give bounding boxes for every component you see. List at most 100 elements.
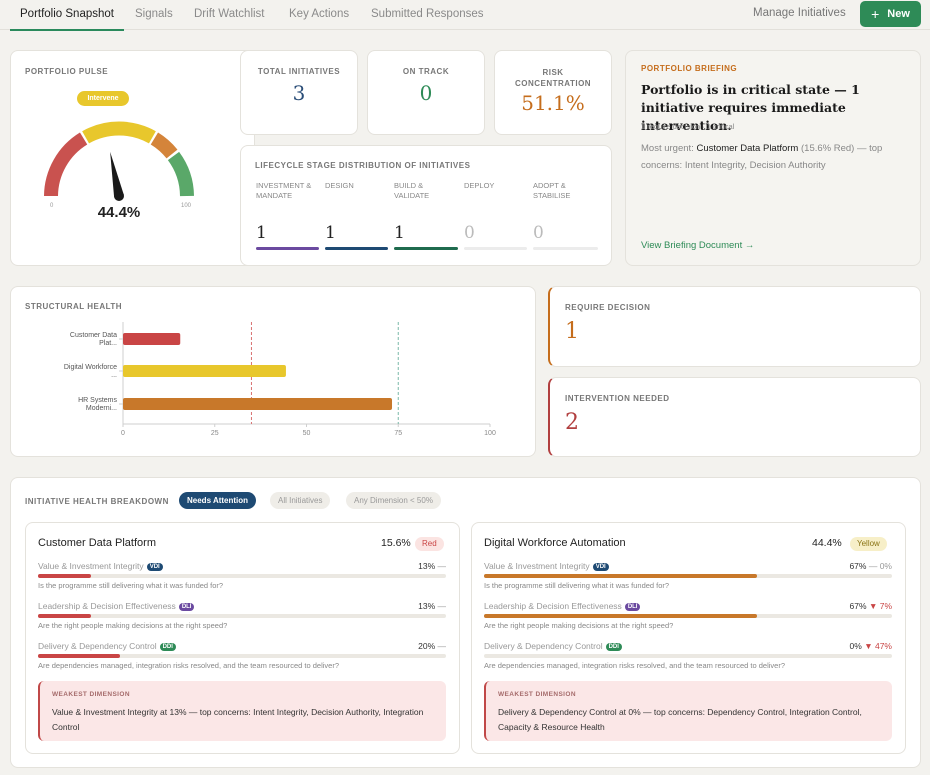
tab-drift-watchlist[interactable]: Drift Watchlist [194, 8, 265, 20]
x-tick-label: 25 [211, 430, 219, 437]
gauge-segment-red [44, 132, 88, 197]
dim-vdi-track [38, 574, 446, 578]
dim-dli-pct: 13% — [376, 601, 446, 611]
stage-investment-mandate-bar [256, 247, 319, 250]
plus-icon: + [871, 6, 880, 22]
gauge-min-label: 0 [50, 203, 54, 209]
filter-all-initiatives[interactable]: All Initiatives [270, 492, 331, 509]
bar-2 [123, 365, 286, 377]
tab-portfolio-snapshot[interactable]: Portfolio Snapshot [20, 8, 114, 20]
status-badge: Red [415, 537, 444, 551]
dim-name: Leadership & Decision Effectiveness [38, 601, 176, 611]
dim-dli-pct: 67% ▼ 7% [802, 601, 892, 611]
initiative-name: Digital Workforce Automation [484, 537, 626, 549]
dim-name: Delivery & Dependency Control [38, 641, 157, 651]
stage-adopt-stabilise-bar [533, 247, 598, 250]
urgent-suffix: — top concerns: Intent Integrity, Decisi… [641, 143, 883, 171]
dim-delta: — 0% [868, 561, 892, 571]
weakest-label: WEAKEST DIMENSION [498, 691, 576, 698]
dim-dli-fill [38, 614, 92, 618]
dim-ddi-question: Are dependencies managed, integration ri… [484, 661, 786, 670]
dim-pct: 20% [418, 641, 436, 651]
on-track-card: ON TRACK 0 [367, 50, 485, 135]
dim-dli-fill [484, 614, 758, 618]
initiative-card-customer-data-platform[interactable]: Customer Data Platform 15.6% Red Value &… [25, 522, 460, 754]
dim-pct: 13% [418, 561, 436, 571]
dim-vdi-title: Value & Investment Integrity VDI [38, 561, 163, 571]
tab-submitted-responses[interactable]: Submitted Responses [371, 8, 484, 20]
view-briefing-link[interactable]: View Briefing Document → [641, 240, 755, 251]
dim-ddi-question: Are dependencies managed, integration ri… [38, 661, 340, 670]
gauge-needle [110, 151, 124, 197]
initiative-card-digital-workforce-automation[interactable]: Digital Workforce Automation 44.4% Yello… [471, 522, 906, 754]
dim-vdi-title: Value & Investment Integrity VDI [484, 561, 609, 571]
dim-tag-badge: VDI [592, 563, 609, 571]
dim-name: Delivery & Dependency Control [484, 641, 603, 651]
pulse-value: 44.4% [97, 204, 141, 221]
filter-any-dimension[interactable]: Any Dimension < 50% [346, 492, 441, 509]
pulse-gauge [44, 121, 194, 201]
urgent-name: Customer Data Platform [696, 143, 799, 154]
top-nav: Portfolio Snapshot Signals Drift Watchli… [0, 0, 930, 31]
dim-vdi-question: Is the programme still delivering what i… [38, 581, 224, 590]
require-decision-value: 1 [565, 319, 579, 344]
stage-adopt-stabilise-count: 0 [533, 223, 544, 243]
x-tick-label: 50 [303, 430, 311, 437]
x-tick-label: 100 [484, 430, 496, 437]
weakest-dimension-box: WEAKEST DIMENSION Value & Investment Int… [38, 681, 446, 741]
status-badge: Yellow [850, 537, 887, 551]
dim-pct: 13% [418, 601, 436, 611]
dim-name: Leadership & Decision Effectiveness [484, 601, 622, 611]
gauge-segment-yellow [82, 121, 156, 144]
dim-vdi-fill [484, 574, 758, 578]
dim-ddi-title: Delivery & Dependency Control DDI [38, 641, 176, 651]
dim-dli-title: Leadership & Decision Effectiveness DLI [38, 601, 195, 611]
dim-delta: ▼ 47% [864, 641, 892, 651]
weakest-dimension-box: WEAKEST DIMENSION Delivery & Dependency … [484, 681, 892, 741]
stage-design-label: DESIGN [325, 181, 354, 190]
new-button[interactable]: + New [860, 1, 921, 27]
stage-deploy-label: DEPLOY [464, 181, 495, 190]
dim-vdi-track [484, 574, 892, 578]
y-category-label: Moderni... [86, 405, 117, 412]
filter-needs-attention[interactable]: Needs Attention [179, 492, 257, 509]
dim-delta: ▼ 7% [868, 601, 892, 611]
dim-ddi-pct: 0% ▼ 47% [802, 641, 892, 651]
require-decision-label: REQUIRE DECISION [565, 303, 651, 312]
dim-delta: — [437, 601, 447, 611]
intervention-needed-label: INTERVENTION NEEDED [565, 394, 670, 403]
stage-investment-mandate-label: INVESTMENT & MANDATE [256, 181, 312, 200]
active-tab-indicator [10, 29, 124, 31]
dim-tag-badge: VDI [146, 563, 163, 571]
risk-concentration-label: RISK CONCENTRATION [514, 68, 592, 88]
weakest-text: Delivery & Dependency Control at 0% — to… [498, 707, 862, 732]
stage-build-validate-bar [394, 247, 458, 250]
dim-name: Value & Investment Integrity [484, 561, 590, 571]
bar-3 [123, 398, 393, 410]
dim-pct: 0% [849, 641, 862, 651]
total-initiatives-value: 3 [292, 81, 306, 105]
y-category-label: Digital Workforce [64, 364, 117, 371]
initiative-score: 15.6% [381, 537, 411, 549]
health-breakdown-section: INITIATIVE HEALTH BREAKDOWN Needs Attent… [10, 477, 921, 768]
dim-tag-badge: DDI [605, 643, 622, 651]
dim-dli-title: Leadership & Decision Effectiveness DLI [484, 601, 641, 611]
dim-tag-badge: DLI [624, 603, 641, 611]
weakest-label: WEAKEST DIMENSION [52, 691, 130, 698]
dim-tag-badge: DLI [178, 603, 195, 611]
dim-dli-track [484, 614, 892, 618]
bar-1 [123, 333, 181, 345]
briefing-urgent: Most urgent: Customer Data Platform (15.… [641, 140, 911, 174]
initiative-name: Customer Data Platform [38, 537, 156, 549]
stage-investment-mandate-count: 1 [256, 223, 267, 243]
portfolio-pulse-card: PORTFOLIO PULSE Intervene 0 100 44.4% [10, 50, 255, 266]
risk-concentration-card: RISK CONCENTRATION 51.1% [494, 50, 612, 135]
intervention-needed-card: INTERVENTION NEEDED 2 [548, 377, 921, 457]
tab-key-actions[interactable]: Key Actions [289, 8, 350, 20]
tab-signals[interactable]: Signals [135, 8, 173, 20]
structural-health-card: STRUCTURAL HEALTH 0 25 50 75 100 Customer Dat… [10, 286, 536, 457]
manage-initiatives-link[interactable]: Manage Initiatives [753, 7, 846, 19]
urgent-pct: (15.6% Red) [798, 143, 855, 154]
dim-ddi-track [38, 654, 446, 658]
